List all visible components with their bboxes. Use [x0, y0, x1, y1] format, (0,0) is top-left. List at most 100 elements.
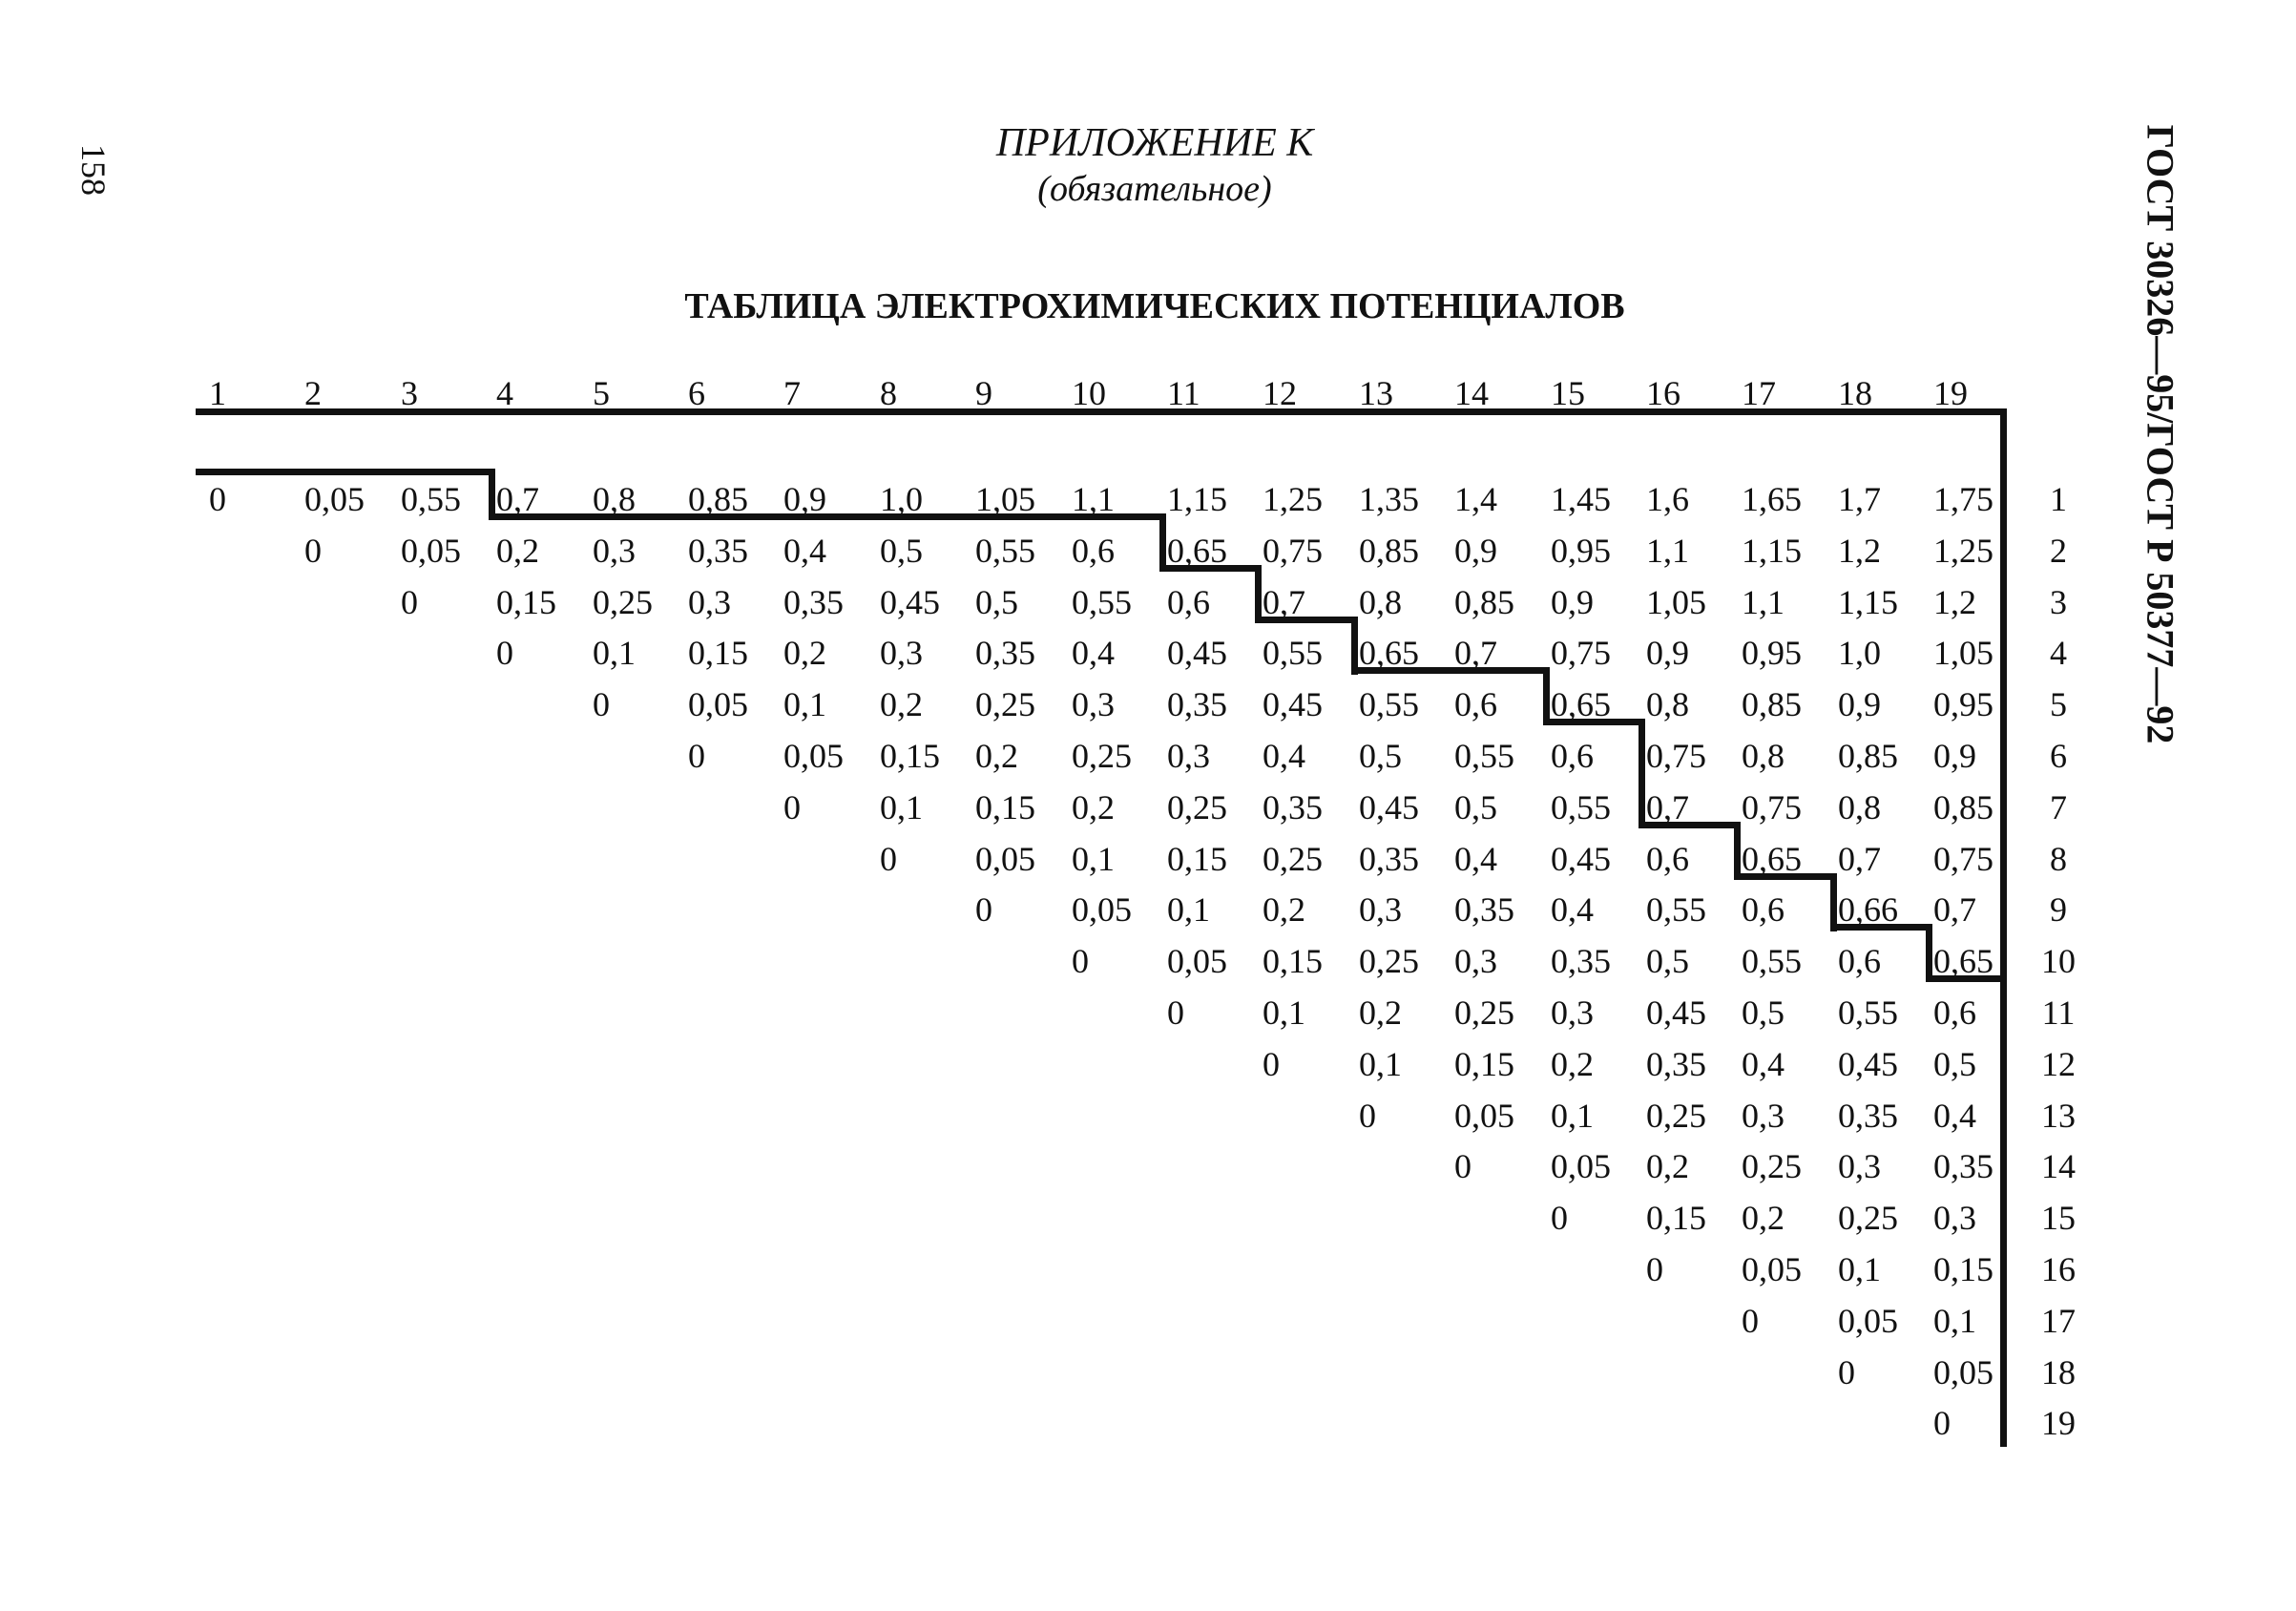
- boundary-line: [1639, 719, 1645, 777]
- table-cell: 0,45: [1263, 685, 1323, 723]
- table-cell: 1,15: [1167, 480, 1227, 518]
- table-cell: 0: [1646, 1250, 1663, 1288]
- table-cell: 0,6: [1933, 994, 1976, 1032]
- table-cell: 0,05: [1933, 1353, 1993, 1391]
- table-cell: 0,5: [880, 532, 923, 570]
- table-cell: 1,1: [1646, 532, 1689, 570]
- table-cell: 0,7: [1263, 583, 1305, 621]
- table-cell: 0,35: [1263, 788, 1323, 826]
- table-cell: 1,65: [1742, 480, 1802, 518]
- table-cell: 0,45: [1646, 994, 1706, 1032]
- table-right-border: [2000, 408, 2007, 1447]
- table-cell: 0,55: [1838, 994, 1898, 1032]
- row-label: 12: [2041, 1045, 2076, 1083]
- table-cell: 0,5: [1742, 994, 1785, 1032]
- row-label: 9: [2050, 890, 2067, 929]
- table-cell: 0,5: [1646, 942, 1689, 980]
- table-cell: 0,25: [593, 583, 653, 621]
- column-header: 17: [1742, 374, 1776, 412]
- table-cell: 0,8: [593, 480, 636, 518]
- boundary-line: [489, 513, 1166, 520]
- table-cell: 0,45: [1167, 634, 1227, 672]
- row-label: 17: [2041, 1302, 2076, 1340]
- row-label: 7: [2050, 788, 2067, 826]
- table-cell: 0,5: [1359, 737, 1402, 775]
- boundary-line: [1255, 617, 1357, 623]
- table-cell: 0,1: [593, 634, 636, 672]
- table-cell: 0,6: [1167, 583, 1210, 621]
- table-cell: 0,05: [783, 737, 844, 775]
- table-cell: 0,15: [1263, 942, 1323, 980]
- table-cell: 0,15: [1454, 1045, 1514, 1083]
- table-cell: 0,8: [1742, 737, 1785, 775]
- table-cell: 0,2: [1742, 1199, 1785, 1237]
- table-cell: 0,05: [1072, 890, 1132, 929]
- table-title: ТАБЛИЦА ЭЛЕКТРОХИМИЧЕСКИХ ПОТЕНЦИАЛОВ: [684, 286, 1625, 326]
- table-cell: 0,25: [1838, 1199, 1898, 1237]
- table-cell: 0,3: [593, 532, 636, 570]
- table-cell: 0,25: [1167, 788, 1227, 826]
- table-cell: 1,0: [1838, 634, 1881, 672]
- table-cell: 0,4: [1742, 1045, 1785, 1083]
- table-cell: 0: [1551, 1199, 1568, 1237]
- table-cell: 0,3: [1167, 737, 1210, 775]
- table-cell: 0,85: [1359, 532, 1419, 570]
- table-cell: 1,4: [1454, 480, 1497, 518]
- table-cell: 0,1: [1933, 1302, 1976, 1340]
- table-cell: 0,4: [1551, 890, 1594, 929]
- table-cell: 0,9: [1454, 532, 1497, 570]
- table-cell: 1,05: [1646, 583, 1706, 621]
- row-label: 8: [2050, 840, 2067, 878]
- table-cell: 1,45: [1551, 480, 1611, 518]
- row-label: 19: [2041, 1404, 2076, 1442]
- boundary-line: [1543, 667, 1550, 725]
- table-cell: 0,5: [975, 583, 1018, 621]
- table-cell: 0: [1838, 1353, 1855, 1391]
- table-cell: 0,3: [1551, 994, 1594, 1032]
- table-cell: 0,55: [1263, 634, 1323, 672]
- table-cell: 0,15: [1933, 1250, 1993, 1288]
- appendix-subtitle: (обязательное): [1037, 169, 1272, 209]
- table-cell: 0,2: [783, 634, 826, 672]
- table-cell: 0,55: [1454, 737, 1514, 775]
- table-cell: 0,35: [1646, 1045, 1706, 1083]
- table-cell: 0,1: [1551, 1097, 1594, 1135]
- table-cell: 0,1: [1359, 1045, 1402, 1083]
- table-cell: 0,65: [1933, 942, 1993, 980]
- boundary-line: [1543, 719, 1645, 725]
- table-cell: 0,3: [1838, 1147, 1881, 1185]
- column-header: 18: [1838, 374, 1872, 412]
- table-cell: 0,6: [1742, 890, 1785, 929]
- row-label: 14: [2041, 1147, 2076, 1185]
- table-cell: 0,85: [1838, 737, 1898, 775]
- table-cell: 0,05: [975, 840, 1035, 878]
- table-cell: 0: [209, 480, 226, 518]
- table-cell: 0,3: [688, 583, 731, 621]
- column-header: 6: [688, 374, 705, 412]
- table-cell: 0,9: [1646, 634, 1689, 672]
- table-cell: 0,6: [1646, 840, 1689, 878]
- table-cell: 0,05: [1454, 1097, 1514, 1135]
- table-cell: 0,65: [1359, 634, 1419, 672]
- table-cell: 0,05: [304, 480, 365, 518]
- table-cell: 0,35: [688, 532, 748, 570]
- table-cell: 0,1: [1167, 890, 1210, 929]
- row-label: 2: [2050, 532, 2067, 570]
- table-cell: 1,2: [1838, 532, 1881, 570]
- table-cell: 0,25: [1646, 1097, 1706, 1135]
- row-label: 10: [2041, 942, 2076, 980]
- table-cell: 0,3: [1072, 685, 1115, 723]
- table-cell: 0,05: [1551, 1147, 1611, 1185]
- table-cell: 0,85: [1933, 788, 1993, 826]
- table-cell: 0,85: [688, 480, 748, 518]
- table-cell: 0: [880, 840, 897, 878]
- header-rule: [196, 408, 2007, 415]
- table-cell: 1,35: [1359, 480, 1419, 518]
- table-cell: 0,66: [1838, 890, 1898, 929]
- table-cell: 0: [496, 634, 513, 672]
- table-cell: 0,4: [1072, 634, 1115, 672]
- row-label: 11: [2041, 994, 2076, 1032]
- table-cell: 0,55: [1551, 788, 1611, 826]
- table-cell: 0,4: [1454, 840, 1497, 878]
- table-cell: 0,15: [1167, 840, 1227, 878]
